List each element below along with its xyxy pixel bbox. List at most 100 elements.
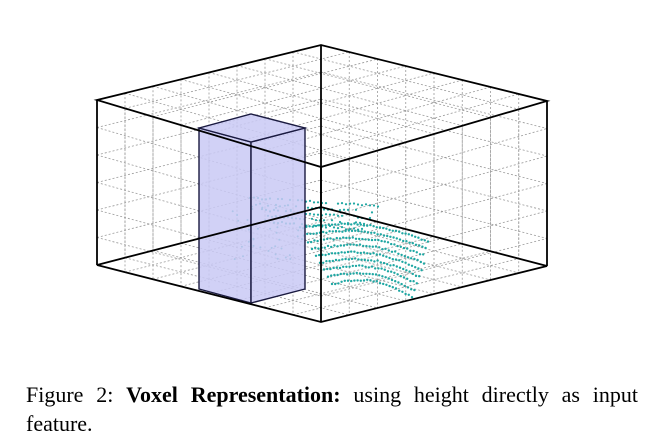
lidar-point xyxy=(354,264,358,268)
lidar-point xyxy=(308,225,311,228)
lidar-point xyxy=(362,251,366,254)
lidar-point xyxy=(378,226,382,229)
lidar-point xyxy=(358,264,361,267)
lidar-point xyxy=(357,258,360,261)
lidar-point xyxy=(340,202,344,205)
lidar-point xyxy=(336,214,340,217)
grid-line-back-right-horizontal xyxy=(320,179,548,239)
lidar-point xyxy=(343,251,346,254)
lidar-point xyxy=(360,230,363,233)
lidar-point xyxy=(395,237,398,240)
lidar-point xyxy=(352,227,356,230)
lidar-point xyxy=(350,223,353,226)
lidar-point xyxy=(338,259,341,262)
lidar-point xyxy=(353,222,356,225)
lidar-point xyxy=(370,231,373,234)
lidar-point xyxy=(416,258,419,262)
lidar-point xyxy=(329,267,332,271)
lidar-point xyxy=(342,236,345,239)
lidar-point xyxy=(363,258,366,262)
lidar-point xyxy=(333,273,336,277)
lidar-point xyxy=(322,208,326,211)
lidar-point xyxy=(406,277,409,280)
lidar-point xyxy=(364,203,368,206)
lidar-point xyxy=(412,249,415,253)
lidar-point xyxy=(400,253,403,257)
lidar-point xyxy=(374,245,378,248)
lidar-point xyxy=(316,224,320,227)
lidar-point xyxy=(386,234,389,238)
lidar-point xyxy=(345,265,348,268)
lidar-point xyxy=(398,238,402,241)
lidar-point xyxy=(375,253,378,256)
lidar-point xyxy=(342,244,346,247)
lidar-point xyxy=(312,224,316,227)
lidar-point xyxy=(406,286,410,289)
grid-line-top xyxy=(124,51,350,109)
lidar-point xyxy=(415,282,418,285)
lidar-point xyxy=(362,224,366,227)
grid-line-top xyxy=(236,79,463,143)
lidar-point xyxy=(410,257,413,260)
lidar-point xyxy=(336,227,340,230)
lidar-point xyxy=(402,276,406,279)
lidar-point xyxy=(344,228,348,231)
lidar-point xyxy=(358,221,362,224)
lidar-point xyxy=(337,251,340,255)
lidar-point xyxy=(367,238,370,241)
lidar-point xyxy=(330,219,334,222)
lidar-point xyxy=(306,206,310,209)
lidar-point xyxy=(310,217,314,220)
lidar-point xyxy=(349,272,352,275)
grid-line-bottom xyxy=(180,228,406,287)
lidar-point xyxy=(350,279,353,283)
lidar-point xyxy=(341,258,344,261)
lidar-point xyxy=(354,229,357,232)
lidar-point xyxy=(330,245,333,249)
lidar-point xyxy=(402,246,406,250)
grid-line-top xyxy=(180,65,406,126)
lidar-point xyxy=(340,226,344,229)
lidar-point xyxy=(332,238,335,241)
lidar-point xyxy=(406,247,409,250)
lidar-point xyxy=(365,244,368,248)
lidar-point xyxy=(360,204,364,207)
lidar-point xyxy=(331,230,334,233)
lidar-point xyxy=(366,278,369,281)
lidar-point xyxy=(348,236,351,240)
lidar-point xyxy=(310,240,313,244)
lidar-point xyxy=(352,272,355,275)
lidar-point xyxy=(402,239,405,243)
lidar-point xyxy=(418,275,421,278)
lidar-point xyxy=(378,282,382,285)
lidar-point xyxy=(332,266,335,270)
highlighted-voxel-column xyxy=(196,113,308,304)
grid-line-bottom xyxy=(124,213,350,273)
lidar-point xyxy=(383,268,386,271)
lidar-point xyxy=(316,239,319,243)
lidar-point xyxy=(419,260,422,264)
lidar-point xyxy=(314,219,318,222)
lidar-point xyxy=(387,277,390,280)
lidar-point xyxy=(407,233,410,236)
lidar-point xyxy=(362,272,365,275)
lidar-point xyxy=(309,232,312,235)
lidar-point xyxy=(338,237,342,240)
lidar-point xyxy=(331,259,334,263)
lidar-point xyxy=(418,244,421,247)
lidar-point xyxy=(356,203,360,206)
lidar-point xyxy=(420,269,423,272)
lidar-point xyxy=(314,224,318,228)
lidar-point xyxy=(332,226,336,229)
lidar-point xyxy=(376,233,379,236)
lidar-point xyxy=(371,245,374,248)
lidar-point xyxy=(414,274,418,278)
lidar-point xyxy=(340,251,343,254)
lidar-point xyxy=(415,251,418,254)
lidar-point xyxy=(385,255,388,258)
lidar-point xyxy=(401,232,404,235)
lidar-point xyxy=(353,250,356,253)
lidar-point xyxy=(355,271,358,275)
lidar-point xyxy=(370,259,373,262)
lidar-point xyxy=(346,279,350,282)
